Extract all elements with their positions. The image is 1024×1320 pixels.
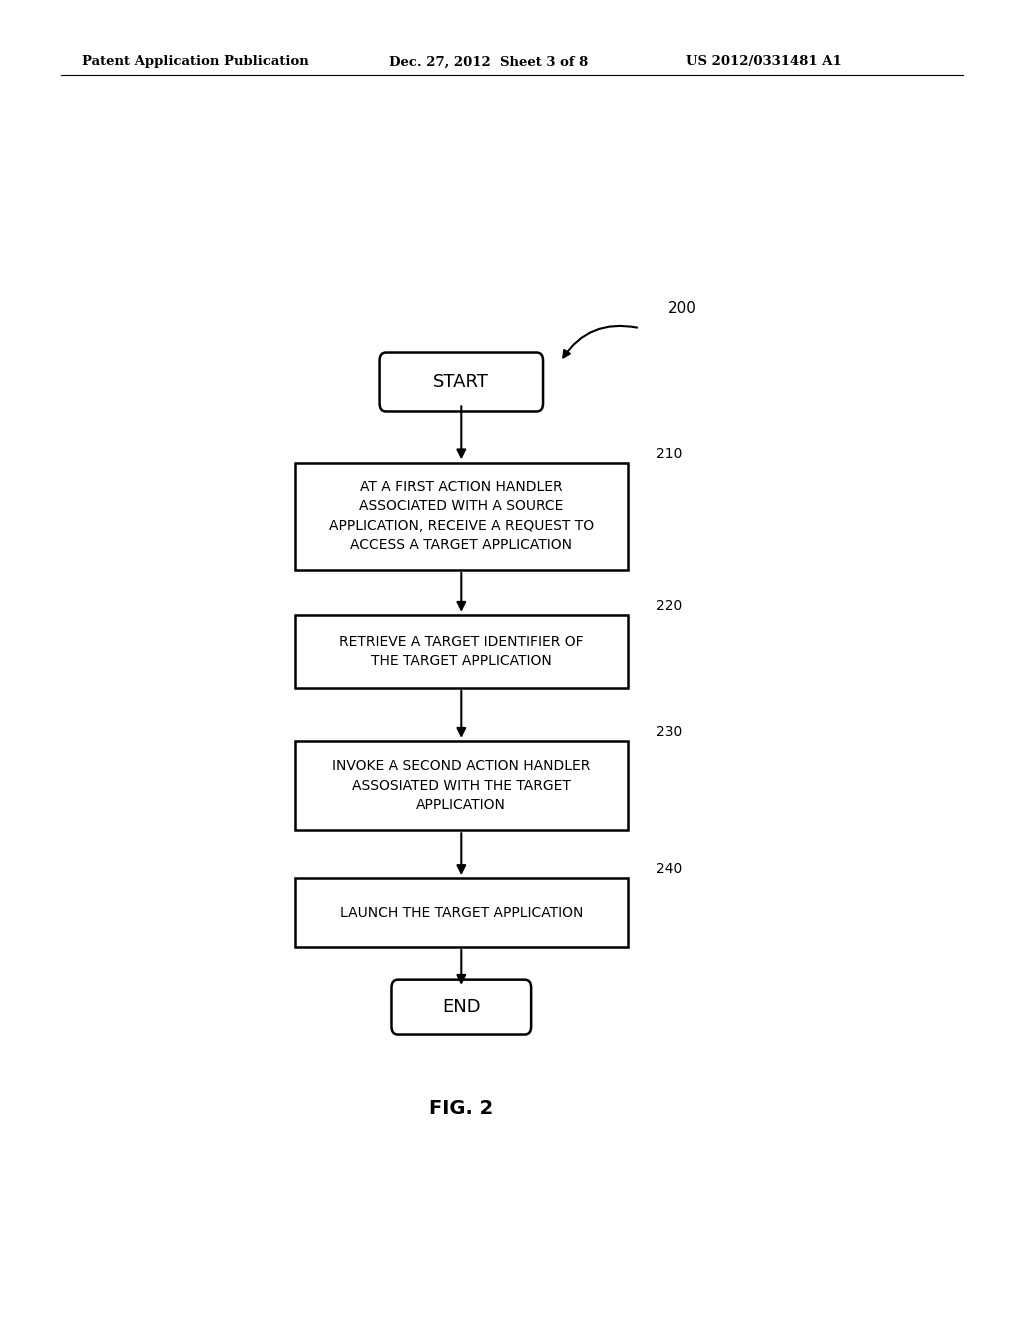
Text: US 2012/0331481 A1: US 2012/0331481 A1 <box>686 55 842 69</box>
Text: Dec. 27, 2012  Sheet 3 of 8: Dec. 27, 2012 Sheet 3 of 8 <box>389 55 589 69</box>
Text: START: START <box>433 374 489 391</box>
Text: FIG. 2: FIG. 2 <box>429 1100 494 1118</box>
Bar <box>295 615 628 688</box>
Text: Patent Application Publication: Patent Application Publication <box>82 55 308 69</box>
Text: RETRIEVE A TARGET IDENTIFIER OF
THE TARGET APPLICATION: RETRIEVE A TARGET IDENTIFIER OF THE TARG… <box>339 635 584 668</box>
Text: 230: 230 <box>655 725 682 739</box>
Text: 240: 240 <box>655 862 682 876</box>
Bar <box>295 741 628 830</box>
Text: INVOKE A SECOND ACTION HANDLER
ASSOSIATED WITH THE TARGET
APPLICATION: INVOKE A SECOND ACTION HANDLER ASSOSIATE… <box>332 759 591 812</box>
FancyBboxPatch shape <box>391 979 531 1035</box>
Text: LAUNCH THE TARGET APPLICATION: LAUNCH THE TARGET APPLICATION <box>340 906 583 920</box>
Text: AT A FIRST ACTION HANDLER
ASSOCIATED WITH A SOURCE
APPLICATION, RECEIVE A REQUES: AT A FIRST ACTION HANDLER ASSOCIATED WIT… <box>329 480 594 553</box>
FancyBboxPatch shape <box>380 352 543 412</box>
Text: 210: 210 <box>655 447 682 461</box>
Bar <box>295 878 628 948</box>
Bar <box>295 463 628 569</box>
Text: END: END <box>442 998 480 1016</box>
Text: 220: 220 <box>655 599 682 612</box>
Text: 200: 200 <box>668 301 696 315</box>
